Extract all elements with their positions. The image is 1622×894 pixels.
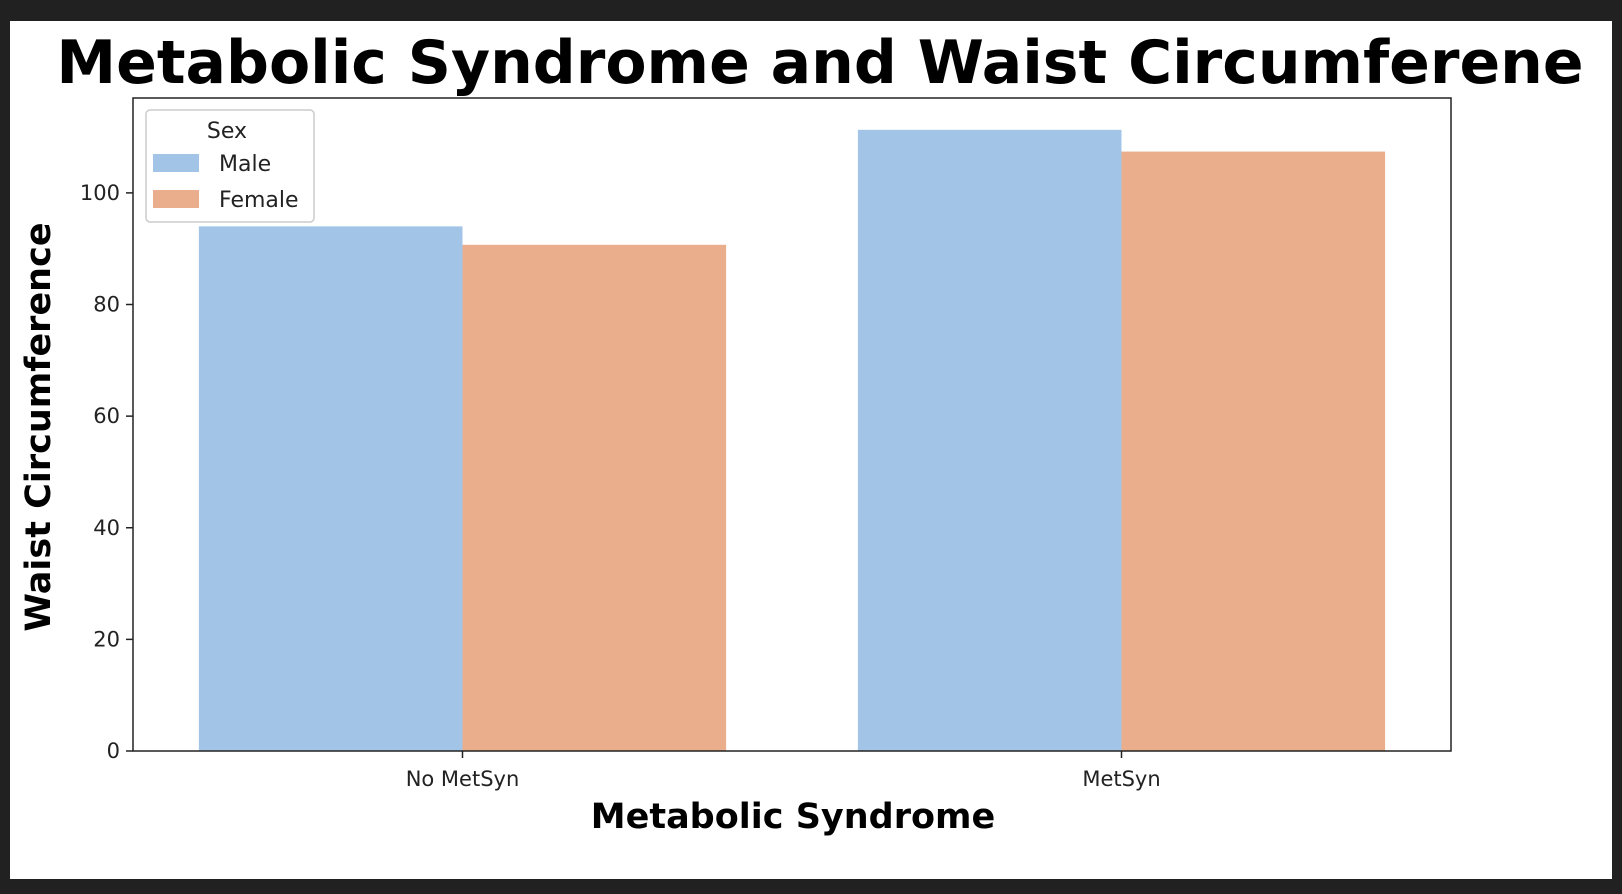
bar-male-no-metsyn xyxy=(198,226,463,751)
legend-swatch-male xyxy=(153,154,199,172)
legend-title: Sex xyxy=(207,119,247,144)
bar-male-metsyn xyxy=(857,129,1122,752)
y-axis-title: Waist Circumference xyxy=(19,222,59,631)
legend-label-female: Female xyxy=(219,188,299,213)
x-tick-label: MetSyn xyxy=(1082,767,1160,791)
bar-chart: Metabolic Syndrome and Waist Circumferen… xyxy=(19,28,1584,837)
legend-label-male: Male xyxy=(219,152,271,177)
y-tick-label: 100 xyxy=(80,181,120,205)
chart-frame: Metabolic Syndrome and Waist Circumferen… xyxy=(10,21,1612,879)
x-axis-title: Metabolic Syndrome xyxy=(591,797,995,837)
y-tick-label: 0 xyxy=(107,739,120,763)
legend-swatch-female xyxy=(153,190,199,208)
y-tick-label: 40 xyxy=(93,516,120,540)
chart-title: Metabolic Syndrome and Waist Circumferen… xyxy=(56,28,1583,98)
x-tick-label: No MetSyn xyxy=(406,767,520,791)
y-tick-label: 20 xyxy=(93,627,120,651)
y-tick-label: 60 xyxy=(93,404,120,428)
plot-border xyxy=(132,97,1452,752)
y-tick-label: 80 xyxy=(93,293,120,317)
legend: Sex Male Female xyxy=(145,109,315,223)
bar-female-no-metsyn xyxy=(462,244,727,752)
bar-female-metsyn xyxy=(1121,151,1386,752)
plot-area: No MetSyn MetSyn 0 20 40 60 80 100 xyxy=(80,97,1452,791)
